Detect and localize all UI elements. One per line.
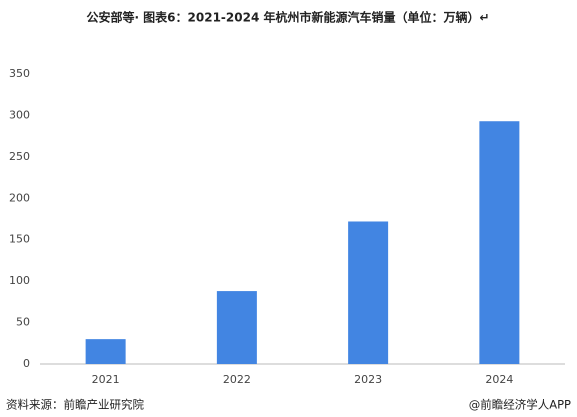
bar bbox=[479, 121, 520, 364]
y-tick-label: 100 bbox=[9, 274, 30, 287]
source-note: 资料来源：前瞻产业研究院 bbox=[6, 398, 144, 412]
y-tick-label: 200 bbox=[9, 191, 30, 204]
y-tick-label: 150 bbox=[9, 233, 30, 246]
y-tick-label: 50 bbox=[16, 316, 30, 329]
bar bbox=[85, 339, 126, 364]
x-tick-label: 2024 bbox=[485, 373, 513, 386]
y-tick-label: 350 bbox=[9, 67, 30, 80]
y-tick-label: 250 bbox=[9, 150, 30, 163]
bar bbox=[348, 221, 389, 364]
y-tick-label: 300 bbox=[9, 108, 30, 121]
x-tick-label: 2022 bbox=[223, 373, 251, 386]
bar bbox=[216, 291, 257, 364]
chart-title: 公安部等· 图表6：2021-2024 年杭州市新能源汽车销量（单位：万辆）↵ bbox=[86, 10, 489, 25]
credit: @前瞻经济学人APP bbox=[469, 398, 571, 412]
y-tick-label: 0 bbox=[23, 357, 30, 370]
x-tick-label: 2023 bbox=[354, 373, 382, 386]
x-tick-label: 2021 bbox=[92, 373, 120, 386]
